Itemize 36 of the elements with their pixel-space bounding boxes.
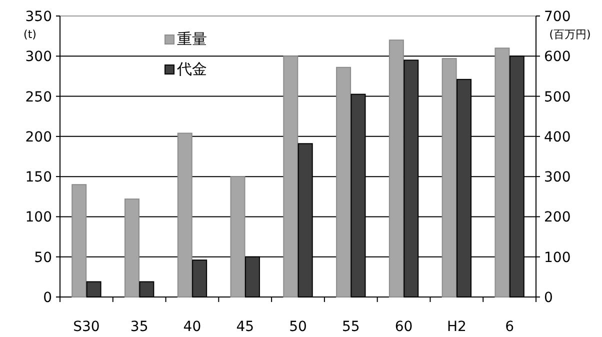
x-tick-label: 35 xyxy=(130,319,148,335)
bar xyxy=(177,132,192,298)
y-tick-label: 50 xyxy=(34,250,52,266)
x-tick-label: 6 xyxy=(505,319,514,335)
y2-tick-label: 700 xyxy=(544,9,571,25)
x-tick-label: 40 xyxy=(183,319,202,335)
legend-label: 重量 xyxy=(177,30,207,48)
bar xyxy=(72,184,87,298)
y-tick-label: 150 xyxy=(25,170,52,186)
y2-tick-label: 300 xyxy=(544,170,571,186)
y2-tick-label: 200 xyxy=(544,210,571,226)
y2-tick-label: 600 xyxy=(544,49,571,66)
bar xyxy=(192,260,208,298)
x-tick-label: H2 xyxy=(446,319,466,335)
y2-tick-label: 400 xyxy=(544,129,571,146)
legend-label: 代金 xyxy=(176,60,207,78)
y-tick-label: 300 xyxy=(25,49,52,66)
y2-tick-label: 500 xyxy=(544,89,571,106)
x-tick-label: S30 xyxy=(73,319,100,335)
y-tick-label: 350 xyxy=(25,9,52,25)
x-tick-label: 55 xyxy=(342,319,360,335)
x-tick-label: 60 xyxy=(394,319,413,335)
y-tick-label: 200 xyxy=(25,129,52,146)
bar xyxy=(139,281,154,298)
y-tick-label: 0 xyxy=(43,290,52,306)
y2-tick-label: 100 xyxy=(544,250,571,266)
bar xyxy=(124,198,140,298)
y-tick-label: 250 xyxy=(25,89,52,106)
bar xyxy=(86,281,102,298)
y2-axis-title: (百万円) xyxy=(549,28,591,41)
y-tick-label: 100 xyxy=(25,210,52,226)
x-tick-label: 45 xyxy=(236,319,254,335)
bar xyxy=(230,176,246,298)
y2-tick-label: 0 xyxy=(544,290,553,306)
x-tick-label: 50 xyxy=(289,319,307,335)
y-axis-title: (t) xyxy=(24,28,36,41)
